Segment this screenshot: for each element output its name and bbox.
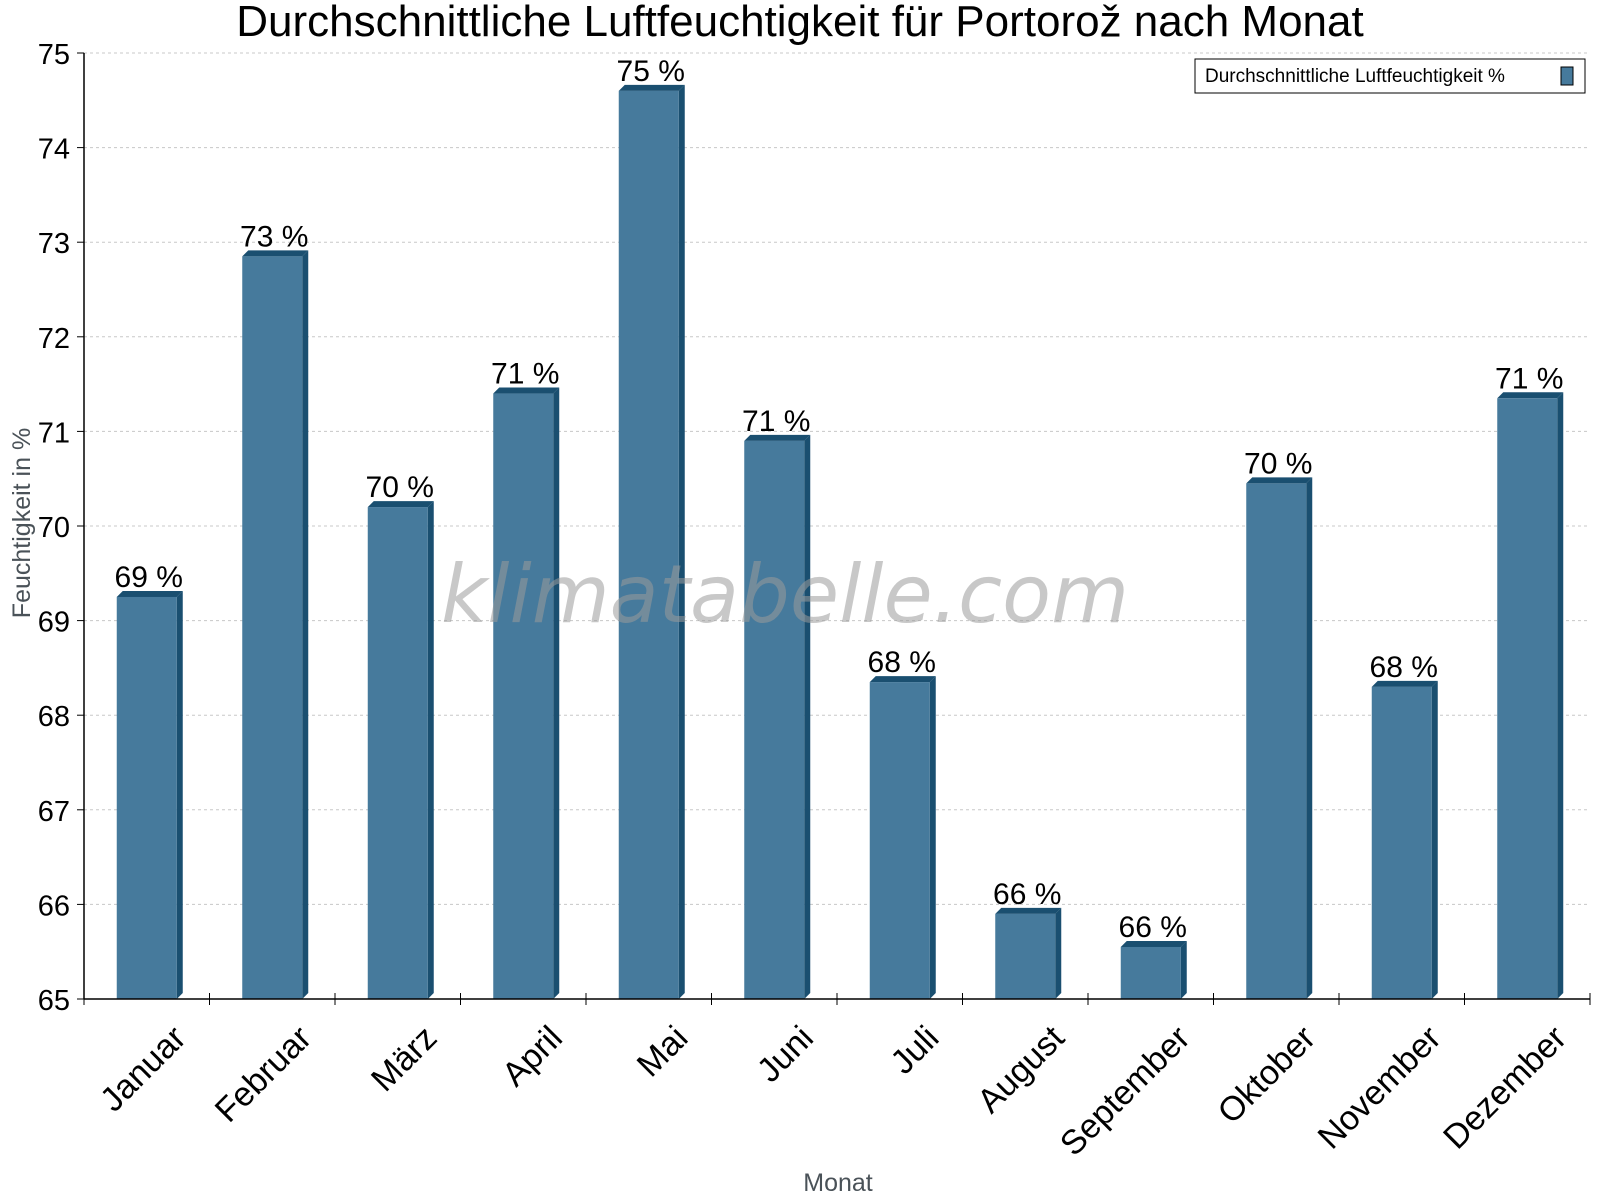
bar-front <box>744 440 805 999</box>
data-label: 75 % <box>617 55 685 88</box>
bar <box>1497 392 1564 999</box>
legend-label: Durchschnittliche Luftfeuchtigkeit % <box>1205 66 1505 87</box>
bar-top <box>1497 392 1564 399</box>
y-tick-label: 66 <box>38 890 70 922</box>
bar-top <box>869 676 936 683</box>
bar-front <box>367 507 428 999</box>
bar <box>744 434 811 999</box>
bar-side <box>553 387 560 999</box>
bar-top <box>1371 680 1438 687</box>
y-tick-label: 65 <box>38 985 70 1017</box>
data-label: 68 % <box>868 646 936 679</box>
bar <box>242 250 309 999</box>
bar-side <box>804 434 811 999</box>
x-tick-label: November <box>1311 1019 1449 1157</box>
bar <box>1120 940 1187 999</box>
bar-top <box>1246 477 1313 484</box>
y-tick-label: 74 <box>38 134 70 166</box>
bar-top <box>367 501 434 508</box>
data-label: 69 % <box>115 561 183 594</box>
bar <box>869 676 936 999</box>
data-label: 70 % <box>366 471 434 504</box>
bar-top <box>744 434 811 441</box>
watermark: klimatabelle.com <box>441 548 1129 641</box>
bar-top <box>493 387 560 394</box>
x-axis-label: Monat <box>803 1169 873 1197</box>
bar-front <box>493 393 554 999</box>
chart-title: Durchschnittliche Luftfeuchtigkeit für P… <box>236 0 1363 46</box>
bar-top <box>242 250 309 257</box>
y-axis-ticks: 65 66 67 68 69 70 71 72 73 74 75 <box>38 39 84 1017</box>
x-tick-label: Februar <box>208 1019 319 1130</box>
bar-front <box>116 596 177 999</box>
bar <box>995 907 1062 999</box>
data-label: 71 % <box>742 405 810 438</box>
legend-swatch <box>1560 66 1574 86</box>
y-tick-label: 72 <box>38 323 70 355</box>
y-tick-label: 67 <box>38 796 70 828</box>
legend-box <box>1194 58 1586 94</box>
data-label: 68 % <box>1370 651 1438 684</box>
x-axis-ticks: Januar Februar März April Mai Juni Juli AugustS… <box>93 993 1591 1163</box>
x-tick-label: September <box>1053 1019 1197 1163</box>
bar <box>367 501 434 999</box>
x-tick-label: Oktober <box>1210 1019 1322 1131</box>
x-tick-label: Dezember <box>1436 1019 1574 1157</box>
data-label: 71 % <box>491 358 559 391</box>
legend: Durchschnittliche Luftfeuchtigkeit % <box>1194 58 1586 94</box>
x-tick-label: Mai <box>630 1019 696 1085</box>
x-tick-label: Juni <box>750 1019 821 1090</box>
y-axis-label: Feuchtigkeit in % <box>8 428 36 618</box>
bar-front <box>1120 946 1181 999</box>
bar-front <box>1246 483 1307 999</box>
bar-side <box>1180 940 1187 999</box>
grid-lines <box>84 52 1590 905</box>
axes <box>83 53 1590 1005</box>
data-label: 66 % <box>1119 911 1187 944</box>
bar-side <box>1055 907 1062 999</box>
x-tick-label: Januar <box>93 1019 193 1119</box>
bar-front <box>242 256 303 999</box>
bar-front <box>995 913 1056 999</box>
bar-side <box>427 501 434 999</box>
bar-side <box>929 676 936 999</box>
data-label: 70 % <box>1244 447 1312 480</box>
x-tick-label: August <box>970 1018 1072 1120</box>
bar-side <box>1306 477 1313 999</box>
y-tick-label: 71 <box>38 417 70 449</box>
bar-front <box>618 90 679 1000</box>
x-tick-label: Juli <box>883 1019 946 1082</box>
y-tick-label: 75 <box>38 39 70 71</box>
y-tick-label: 70 <box>38 512 70 544</box>
bar-front <box>1371 686 1432 999</box>
data-label: 66 % <box>993 878 1061 911</box>
bar-side <box>176 590 183 999</box>
bar-side <box>302 250 309 999</box>
bar-top <box>1120 940 1187 947</box>
y-tick-label: 68 <box>38 701 70 733</box>
bar <box>493 387 560 999</box>
bar-top <box>995 907 1062 914</box>
data-label: 73 % <box>240 220 308 253</box>
bar-top <box>618 84 685 91</box>
bar-front <box>1497 398 1558 999</box>
bar-side <box>678 84 685 1000</box>
y-tick-label: 69 <box>38 607 70 639</box>
bar <box>618 84 685 1000</box>
bar-front <box>869 682 930 999</box>
bar-side <box>1431 680 1438 999</box>
x-tick-label: März <box>364 1019 444 1099</box>
bars <box>116 84 1564 1000</box>
bar <box>1246 477 1313 999</box>
x-tick-label: April <box>495 1019 570 1094</box>
bar <box>1371 680 1438 999</box>
bar <box>116 590 183 999</box>
bar-top <box>116 590 183 597</box>
bar-side <box>1557 392 1564 999</box>
y-tick-label: 73 <box>38 228 70 260</box>
data-label: 71 % <box>1495 362 1563 395</box>
data-labels: 69 % 73 % 70 % 71 % 75 % 71 % 68 % 66 % 66 % 70 %… <box>115 55 1564 944</box>
